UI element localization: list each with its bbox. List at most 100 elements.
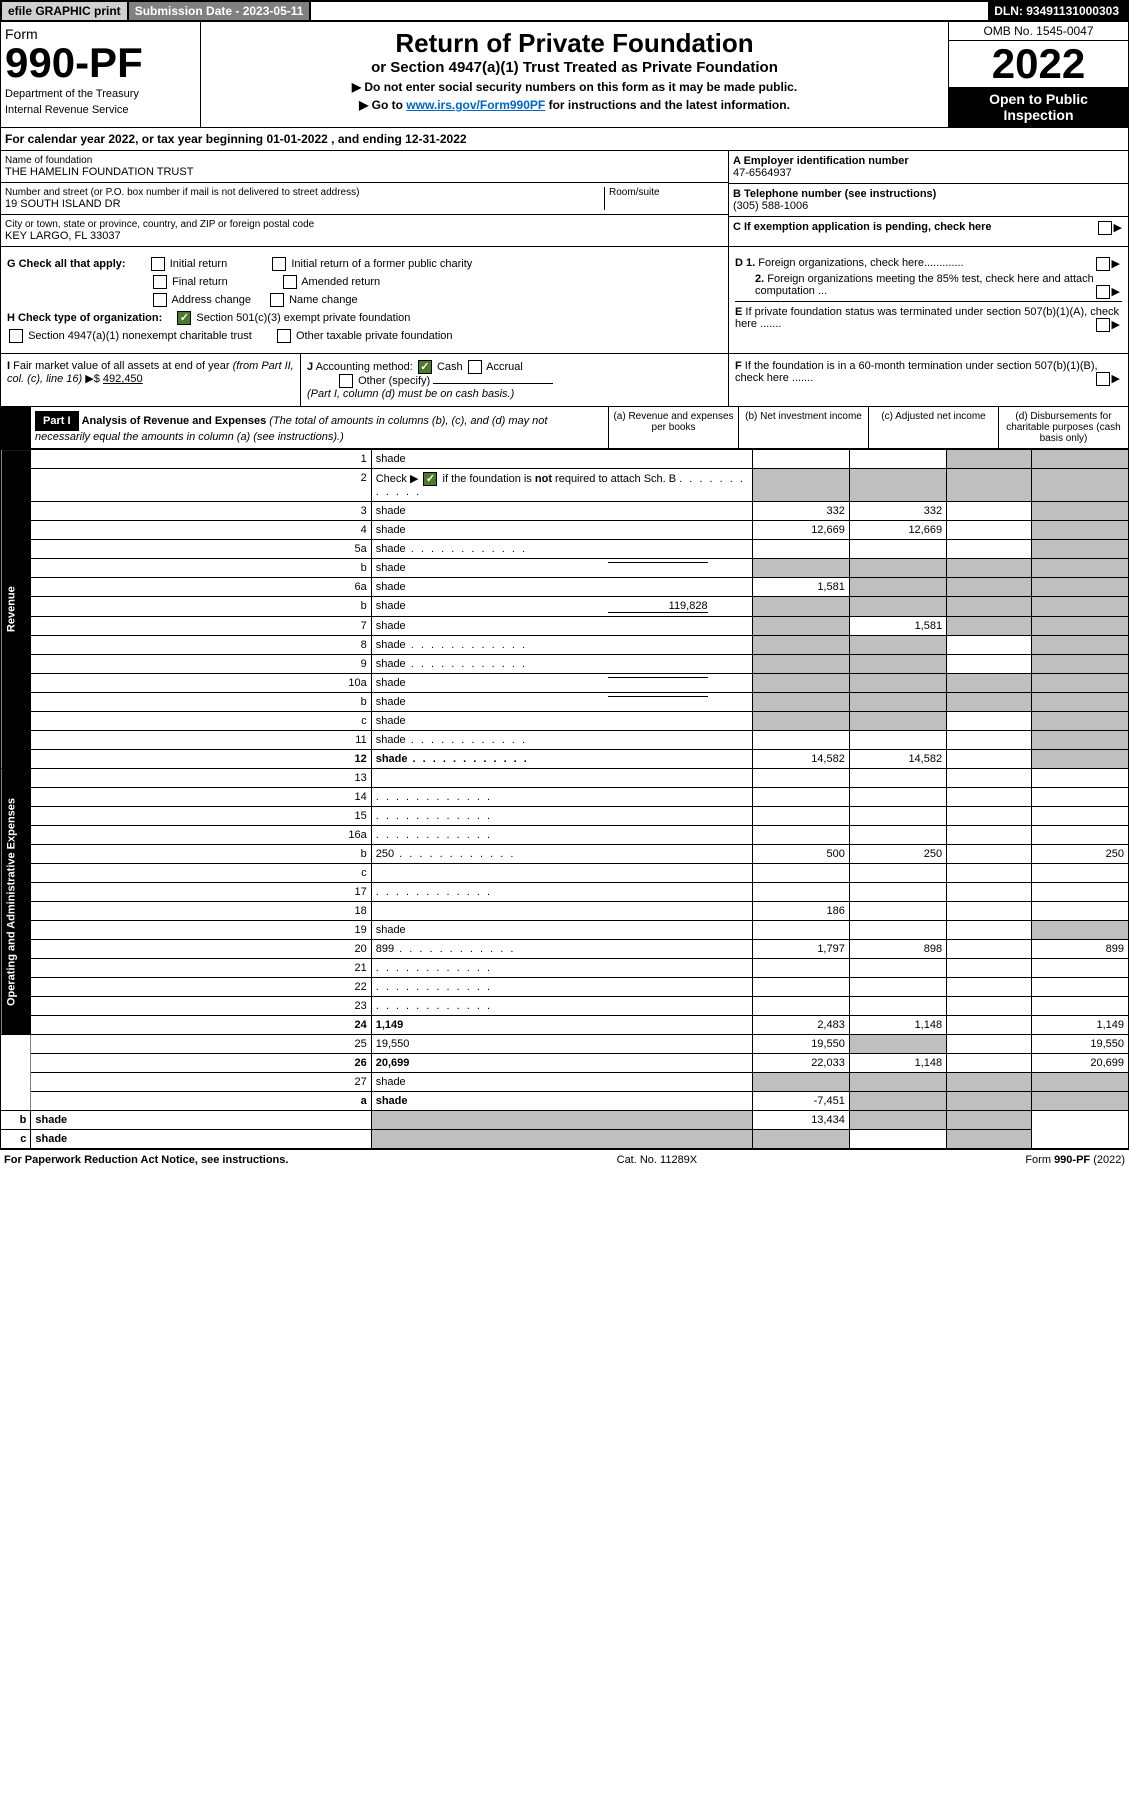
line-number: b <box>31 597 371 617</box>
table-row: Operating and Administrative Expenses13 <box>1 769 1129 788</box>
cell-value: -7,451 <box>752 1092 849 1111</box>
line-number: 17 <box>31 883 371 902</box>
cell-value: 1,581 <box>849 617 946 636</box>
amended-return-checkbox[interactable] <box>283 275 297 289</box>
cell-value <box>849 959 946 978</box>
table-row: 6ashade1,581 <box>1 578 1129 597</box>
cell-value <box>1031 921 1128 940</box>
line-description: shade <box>371 1092 752 1111</box>
cell-value <box>849 693 946 712</box>
submission-date: Submission Date - 2023-05-11 <box>129 2 312 20</box>
tel-value: (305) 588-1006 <box>733 200 1124 212</box>
sub-section: I Fair market value of all assets at end… <box>0 354 1129 407</box>
line-number: 25 <box>31 1035 371 1054</box>
schb-checkbox[interactable] <box>423 472 437 486</box>
cell-value <box>1031 902 1128 921</box>
cell-value: 1,148 <box>849 1054 946 1073</box>
table-row: 7shade1,581 <box>1 617 1129 636</box>
table-row: bshade 119,828 <box>1 597 1129 617</box>
line-description: 19,550 <box>371 1035 752 1054</box>
line-number: 12 <box>31 750 371 769</box>
line-number: 2 <box>31 469 371 502</box>
initial-return-checkbox[interactable] <box>151 257 165 271</box>
d2-label: Foreign organizations meeting the 85% te… <box>755 273 1094 297</box>
cell-value <box>1031 1073 1128 1092</box>
cell-value <box>1031 597 1128 617</box>
table-row: bshade13,434 <box>1 1111 1129 1130</box>
cell-value <box>947 1092 1032 1111</box>
line-number: 13 <box>31 769 371 788</box>
cash-checkbox[interactable] <box>418 360 432 374</box>
cell-value <box>1031 693 1128 712</box>
cell-value <box>849 636 946 655</box>
4947-checkbox[interactable] <box>9 329 23 343</box>
cell-value <box>849 1111 946 1130</box>
name-change-checkbox[interactable] <box>270 293 284 307</box>
d2-checkbox[interactable] <box>1096 285 1110 299</box>
table-row: 3shade332332 <box>1 502 1129 521</box>
line-description: shade <box>371 712 752 731</box>
line-description <box>371 902 752 921</box>
cell-value <box>947 997 1032 1016</box>
accrual-checkbox[interactable] <box>468 360 482 374</box>
other-method-checkbox[interactable] <box>339 374 353 388</box>
cell-value <box>1031 469 1128 502</box>
cell-value <box>849 578 946 597</box>
final-return-checkbox[interactable] <box>153 275 167 289</box>
cell-value <box>947 636 1032 655</box>
line-description: Check ▶ if the foundation is not require… <box>371 469 752 502</box>
table-row: 208991,797898899 <box>1 940 1129 959</box>
cell-value <box>947 540 1032 559</box>
cell-value: 186 <box>752 902 849 921</box>
cell-value <box>1031 978 1128 997</box>
cell-value <box>849 1092 946 1111</box>
line-number: 18 <box>31 902 371 921</box>
line-number: 23 <box>31 997 371 1016</box>
cell-value: 1,148 <box>849 1016 946 1035</box>
other-taxable-checkbox[interactable] <box>277 329 291 343</box>
line-number: 24 <box>31 1016 371 1035</box>
cell-value <box>849 450 946 469</box>
efile-label[interactable]: efile GRAPHIC print <box>2 2 129 20</box>
cell-value <box>752 883 849 902</box>
initial-former-checkbox[interactable] <box>272 257 286 271</box>
line-number: 1 <box>31 450 371 469</box>
line-description: 250 <box>371 845 752 864</box>
line-number: b <box>1 1111 31 1130</box>
line-number: c <box>31 864 371 883</box>
dept-label: Department of the Treasury <box>5 88 196 100</box>
cell-value <box>947 826 1032 845</box>
cell-value <box>371 1111 752 1130</box>
e-checkbox[interactable] <box>1096 318 1110 332</box>
line-number: 26 <box>31 1054 371 1073</box>
d1-checkbox[interactable] <box>1096 257 1110 271</box>
line-description: shade <box>371 693 752 712</box>
line-description: shade <box>371 617 752 636</box>
cell-value <box>1031 655 1128 674</box>
c-checkbox[interactable] <box>1098 221 1112 235</box>
cell-value: 19,550 <box>752 1035 849 1054</box>
arrow-icon <box>1112 372 1122 385</box>
cell-value: 12,669 <box>752 521 849 540</box>
cell-value: 14,582 <box>849 750 946 769</box>
form-link[interactable]: www.irs.gov/Form990PF <box>406 98 545 112</box>
cell-value: 12,669 <box>849 521 946 540</box>
cell-value: 14,582 <box>752 750 849 769</box>
line-description: 20,699 <box>371 1054 752 1073</box>
line-number: c <box>31 712 371 731</box>
line-number: a <box>31 1092 371 1111</box>
cell-value <box>752 597 849 617</box>
cell-value <box>947 693 1032 712</box>
revenue-expense-table: Revenue1shade2Check ▶ if the foundation … <box>0 449 1129 1149</box>
cell-value: 500 <box>752 845 849 864</box>
cell-value <box>947 1054 1032 1073</box>
table-row: 10ashade <box>1 674 1129 693</box>
cell-value <box>947 940 1032 959</box>
address-change-checkbox[interactable] <box>153 293 167 307</box>
f-checkbox[interactable] <box>1096 372 1110 386</box>
line-description: shade <box>371 731 752 750</box>
501c3-checkbox[interactable] <box>177 311 191 325</box>
cell-value <box>947 617 1032 636</box>
line-description: shade <box>371 1073 752 1092</box>
line-number: c <box>1 1130 31 1149</box>
